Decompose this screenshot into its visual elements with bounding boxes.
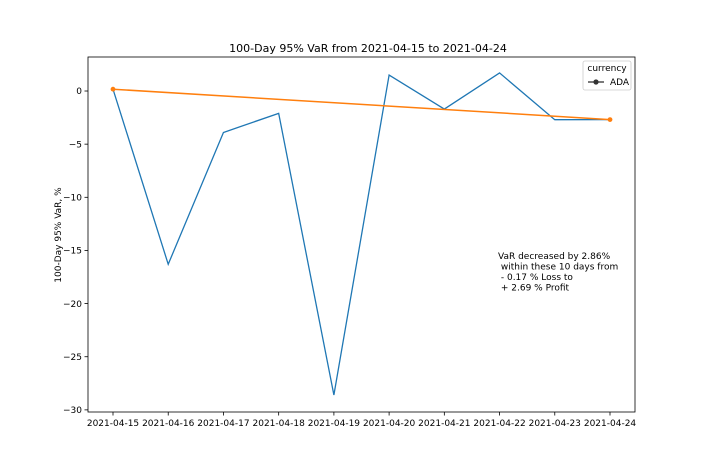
legend-entry-label: ADA [610, 78, 630, 88]
y-tick-label: −15 [63, 247, 82, 257]
y-tick-label: −30 [63, 406, 82, 416]
y-tick-label: −25 [63, 353, 82, 363]
trend-end-point [607, 117, 613, 123]
legend-marker-dot [593, 79, 599, 85]
x-tick-label: 2021-04-24 [584, 419, 637, 429]
y-tick-label: −10 [63, 193, 82, 203]
y-tick-label: −20 [63, 300, 82, 310]
plot-frame [87, 56, 636, 413]
x-tick-label: 2021-04-15 [87, 419, 139, 429]
y-tick-label: −5 [69, 140, 82, 150]
x-tick-label: 2021-04-23 [529, 419, 581, 429]
annotation-line: VaR decreased by 2.86% [498, 252, 611, 262]
x-tick-label: 2021-04-19 [308, 419, 361, 429]
annotation-line: + 2.69 % Profit [498, 284, 570, 294]
trend-line [112, 88, 611, 121]
annotation-line: - 0.17 % Loss to [498, 273, 573, 283]
chart-title: 100-Day 95% VaR from 2021-04-15 to 2021-… [229, 42, 507, 55]
series-line-ada [112, 72, 611, 396]
trend-start-point [110, 86, 116, 92]
x-tick-label: 2021-04-18 [253, 419, 306, 429]
x-tick-label: 2021-04-16 [142, 419, 195, 429]
legend-title: currency [587, 64, 627, 74]
x-tick-label: 2021-04-17 [197, 419, 249, 429]
x-tick-label: 2021-04-22 [473, 419, 525, 429]
y-axis-label: 100-Day 95% VaR, % [54, 187, 64, 283]
x-tick-label: 2021-04-21 [418, 419, 470, 429]
y-tick-label: 0 [76, 87, 82, 97]
x-tick-label: 2021-04-20 [363, 419, 416, 429]
annotation-line: within these 10 days from [498, 263, 618, 273]
